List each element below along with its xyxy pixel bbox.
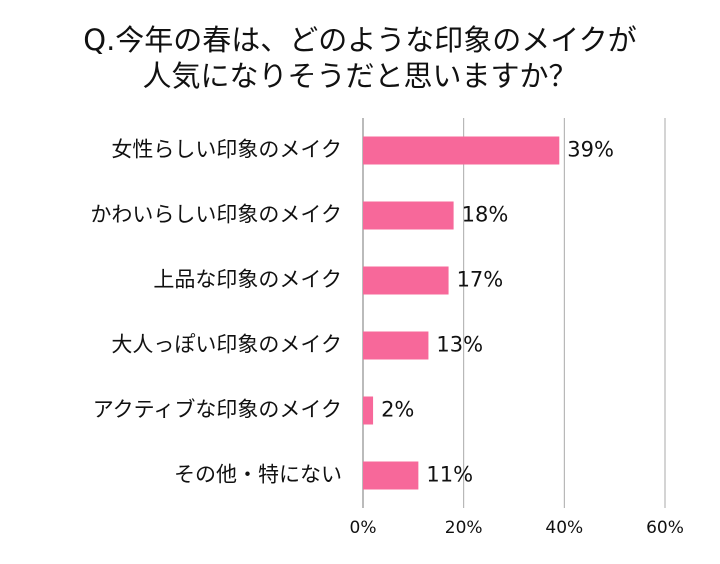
bar bbox=[363, 396, 374, 425]
bar bbox=[363, 331, 429, 360]
y-tick-label: 上品な印象のメイク bbox=[153, 268, 342, 292]
value-label: 11% bbox=[426, 463, 473, 487]
bar bbox=[363, 461, 419, 490]
y-tick-label: その他・特にない bbox=[174, 463, 342, 487]
value-label: 39% bbox=[567, 138, 614, 162]
bar bbox=[363, 136, 560, 165]
bar bbox=[363, 266, 449, 295]
chart-title: Q.今年の春は、どのような印象のメイクが bbox=[83, 23, 636, 57]
value-label: 13% bbox=[436, 333, 483, 357]
value-label: 18% bbox=[462, 203, 509, 227]
y-tick-label: 大人っぽい印象のメイク bbox=[111, 333, 342, 357]
chart-title: 人気になりそうだと思いますか？ bbox=[142, 59, 577, 93]
x-tick-label: 60% bbox=[646, 518, 684, 538]
y-tick-label: かわいらしい印象のメイク bbox=[90, 203, 342, 227]
y-tick-label: 女性らしい印象のメイク bbox=[111, 138, 342, 162]
x-tick-label: 0% bbox=[350, 518, 377, 538]
value-label: 17% bbox=[457, 268, 504, 292]
value-label: 2% bbox=[381, 398, 414, 422]
y-tick-label: アクティブな印象のメイク bbox=[93, 398, 342, 422]
bar bbox=[363, 201, 454, 230]
x-tick-label: 40% bbox=[545, 518, 583, 538]
x-tick-label: 20% bbox=[445, 518, 483, 538]
